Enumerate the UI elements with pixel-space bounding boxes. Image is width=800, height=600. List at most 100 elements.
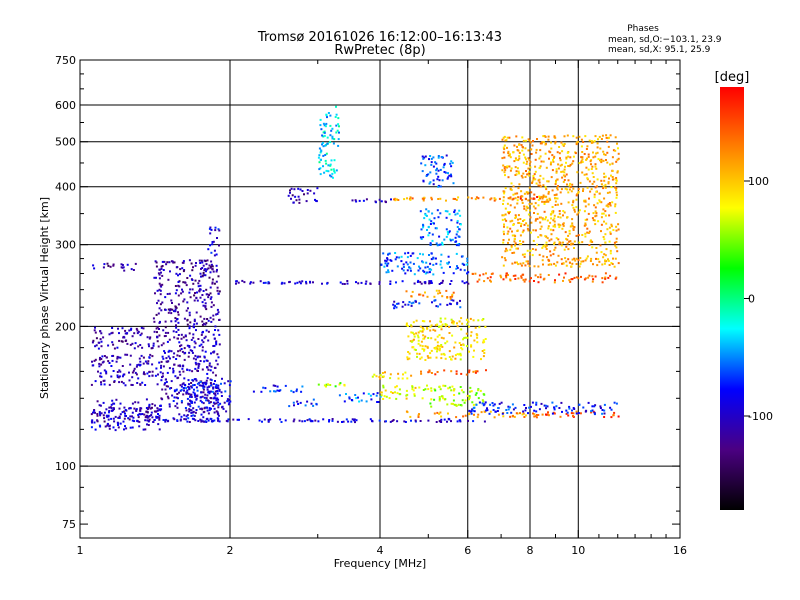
data-point	[197, 282, 200, 285]
data-point	[584, 222, 587, 225]
data-point	[229, 400, 232, 403]
data-point	[550, 176, 553, 179]
data-point	[410, 419, 412, 422]
data-point	[435, 172, 438, 175]
data-point	[454, 403, 457, 406]
data-point	[441, 281, 444, 284]
data-point	[113, 420, 116, 423]
data-point	[178, 370, 181, 373]
data-point	[194, 279, 197, 282]
data-point	[502, 239, 505, 241]
data-point	[580, 275, 582, 278]
data-point	[166, 395, 169, 398]
data-point	[167, 331, 170, 334]
data-point	[122, 373, 125, 376]
data-point	[122, 266, 125, 269]
data-point	[436, 244, 439, 247]
data-point	[90, 383, 93, 386]
data-point	[596, 151, 599, 154]
data-point	[547, 414, 550, 417]
data-point	[484, 338, 487, 340]
data-point	[537, 281, 540, 284]
data-point	[206, 366, 209, 369]
data-point	[502, 230, 505, 233]
data-point	[417, 339, 420, 342]
data-point	[566, 216, 569, 219]
data-point	[481, 399, 484, 402]
data-point	[152, 342, 155, 345]
data-point	[503, 144, 506, 147]
data-point	[397, 199, 400, 201]
data-point	[503, 257, 506, 260]
data-point	[440, 325, 443, 328]
data-point	[183, 347, 186, 350]
data-point	[577, 188, 580, 190]
data-point	[456, 265, 458, 268]
data-point	[522, 240, 525, 243]
data-point	[490, 273, 493, 275]
data-point	[191, 417, 194, 420]
data-point	[106, 415, 109, 418]
data-point	[450, 370, 453, 373]
data-point	[546, 256, 548, 259]
data-point	[208, 294, 210, 296]
data-point	[439, 317, 442, 320]
data-point	[394, 197, 397, 200]
data-point	[217, 401, 219, 404]
data-point	[543, 135, 546, 137]
data-point	[212, 270, 215, 273]
data-point	[531, 401, 534, 404]
data-point	[103, 369, 106, 372]
data-point	[511, 198, 514, 201]
data-point	[181, 261, 184, 264]
data-point	[522, 412, 525, 415]
data-point	[563, 211, 566, 214]
data-point	[196, 356, 199, 359]
data-point	[514, 166, 517, 169]
data-point	[326, 136, 329, 139]
data-point	[535, 401, 538, 404]
data-point	[502, 264, 505, 267]
data-point	[126, 332, 129, 335]
data-point	[259, 280, 262, 283]
data-point	[221, 405, 224, 408]
data-point	[176, 337, 179, 340]
data-point	[441, 243, 444, 246]
data-point	[329, 141, 332, 144]
data-point	[549, 221, 552, 224]
data-point	[448, 356, 451, 358]
data-point	[112, 409, 114, 412]
data-point	[413, 348, 416, 351]
data-point	[514, 244, 516, 247]
data-point	[435, 346, 438, 349]
data-point	[607, 145, 610, 148]
data-point	[603, 238, 606, 241]
data-point	[156, 335, 159, 338]
data-point	[447, 255, 450, 258]
data-point	[504, 169, 507, 172]
data-point	[217, 414, 220, 417]
data-point	[502, 136, 505, 139]
data-point	[204, 335, 207, 338]
data-point	[526, 260, 529, 263]
data-point	[119, 370, 122, 373]
data-point	[402, 269, 405, 272]
data-point	[178, 391, 180, 394]
data-point	[517, 196, 520, 199]
data-point	[546, 198, 549, 201]
data-point	[422, 269, 425, 272]
data-point	[578, 241, 581, 244]
data-point	[609, 134, 612, 137]
data-point	[326, 282, 329, 285]
data-point	[333, 170, 336, 173]
data-point	[549, 263, 551, 266]
data-point	[162, 357, 165, 360]
data-point	[327, 170, 330, 173]
data-point	[422, 328, 425, 331]
data-point	[287, 194, 290, 197]
data-point	[264, 281, 267, 284]
data-point	[612, 414, 615, 417]
data-point	[372, 393, 375, 396]
data-point	[537, 276, 539, 279]
data-point	[338, 125, 340, 128]
